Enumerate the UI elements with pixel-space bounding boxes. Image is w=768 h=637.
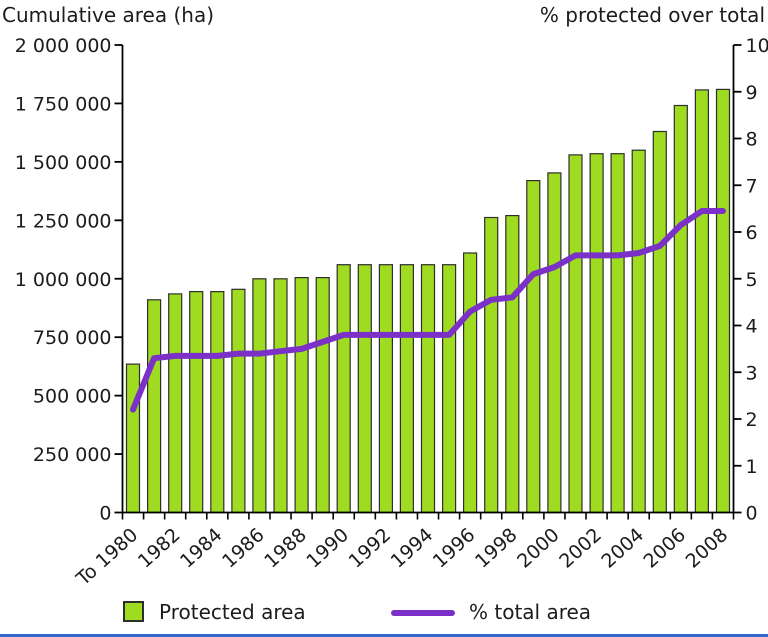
left-axis-title: Cumulative area (ha): [2, 3, 215, 27]
left-tick-label: 2 000 000: [15, 35, 112, 57]
bar-1992: [378, 264, 393, 514]
bar-1982: [168, 293, 183, 514]
right-tick-label: 10: [746, 35, 768, 57]
left-tick-label: 1 000 000: [15, 269, 112, 291]
left-tick-label: 0: [99, 503, 111, 525]
bar-1981: [147, 299, 162, 514]
right-tick-label: 1: [746, 456, 758, 478]
right-tick-label: 0: [746, 503, 758, 525]
right-tick-label: 2: [746, 409, 758, 431]
bar-2006: [673, 104, 688, 514]
bar-To 1980: [125, 363, 141, 514]
left-tick-label: 500 000: [33, 386, 112, 408]
bar-2001: [568, 154, 583, 514]
x-tick-label: 2008: [682, 524, 733, 573]
bar-1989: [315, 277, 330, 514]
x-tick-label: 2002: [555, 524, 606, 573]
x-tick-label: 1992: [345, 524, 396, 573]
left-axis-ticks: 0 250 000 500 000 750 000 1 000 000 1 250 000…: [15, 35, 123, 525]
left-tick-label: 1 750 000: [15, 93, 112, 115]
bar-1984: [210, 291, 225, 514]
bar-2004: [631, 149, 646, 514]
legend-bar-label: Protected area: [159, 600, 306, 624]
right-tick-label: 7: [746, 175, 758, 197]
x-tick-label: 2004: [597, 524, 648, 573]
bar-2008: [715, 88, 731, 514]
bar-1995: [442, 264, 457, 514]
bar-1990: [336, 264, 351, 514]
left-tick-label: 750 000: [33, 327, 112, 349]
bar-1986: [252, 278, 267, 514]
right-tick-label: 5: [746, 269, 758, 291]
x-tick-label: 1990: [302, 524, 353, 573]
x-tick-label: To 1980: [72, 524, 143, 591]
bar-2003: [610, 153, 625, 514]
x-tick-label: 1998: [471, 524, 522, 573]
left-tick-label: 1 500 000: [15, 152, 112, 174]
right-tick-label: 8: [746, 129, 758, 151]
right-tick-label: 9: [746, 82, 758, 104]
x-tick-label: 2000: [513, 524, 564, 573]
x-axis-labels: To 1980198219841986198819901992199419961…: [72, 524, 733, 591]
bar-1987: [273, 278, 288, 514]
bar-2002: [589, 153, 604, 514]
footer-accent-strip: [0, 634, 768, 637]
left-tick-label: 1 250 000: [15, 210, 112, 232]
x-tick-label: 1982: [134, 524, 185, 573]
right-tick-label: 4: [746, 316, 758, 338]
percent-line: [130, 208, 726, 413]
bottom-axis-ticks: [121, 512, 735, 520]
bar-1999: [526, 180, 541, 514]
bar-1991: [357, 264, 372, 514]
x-tick-label: 1994: [387, 524, 438, 573]
bar-2005: [652, 130, 667, 514]
x-tick-label: 1996: [429, 524, 480, 573]
bar-2007: [694, 89, 710, 514]
bar-1985: [231, 288, 246, 514]
bar-1996: [463, 252, 478, 514]
legend-bar-swatch: [123, 601, 144, 622]
bar-1997: [484, 216, 499, 514]
legend-line-swatch: [391, 610, 455, 616]
right-tick-label: 3: [746, 362, 758, 384]
bar-1983: [189, 291, 204, 514]
bar-1998: [505, 215, 520, 514]
bar-1988: [294, 277, 309, 514]
legend-line-label: % total area: [469, 600, 592, 624]
x-tick-label: 1986: [218, 524, 269, 573]
x-tick-label: 2006: [639, 524, 690, 573]
bars-group: [125, 88, 731, 514]
right-axis-ticks: 0 1 2 3 4 5 6 7 8 9 10: [733, 35, 768, 525]
x-tick-label: 1984: [176, 524, 227, 573]
left-tick-label: 250 000: [33, 444, 112, 466]
x-tick-label: 1988: [260, 524, 311, 573]
bar-1994: [420, 264, 436, 514]
bar-2000: [547, 172, 562, 514]
right-tick-label: 6: [746, 222, 758, 244]
right-axis-title: % protected over total: [539, 3, 765, 27]
bar-1993: [399, 264, 414, 514]
